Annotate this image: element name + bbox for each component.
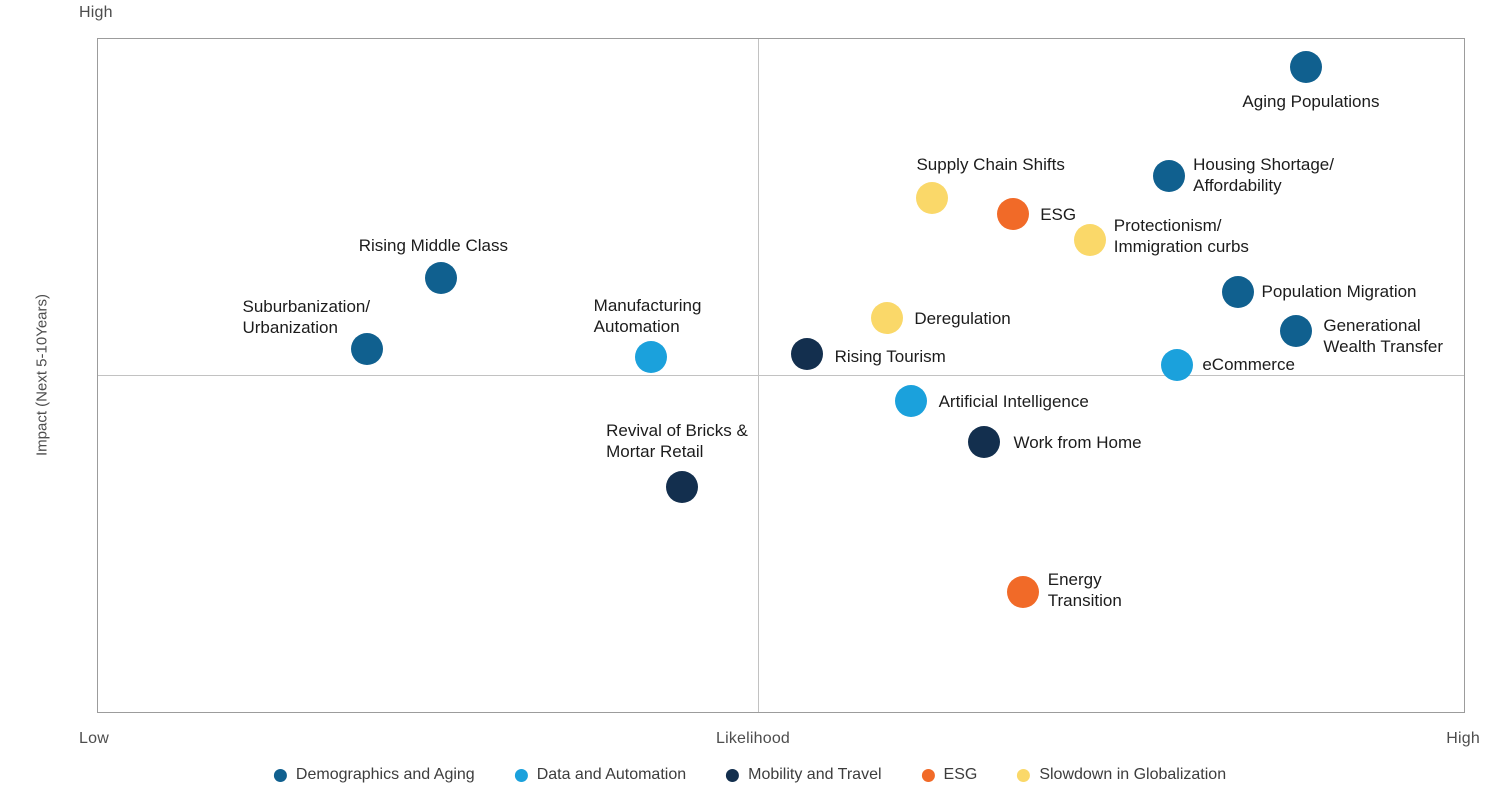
data-point-label: Artificial Intelligence	[938, 391, 1089, 411]
legend-item: ESG	[921, 766, 978, 784]
data-point-dot	[1221, 276, 1254, 309]
legend-dot-icon	[921, 768, 935, 782]
x-axis-low-label: Low	[79, 730, 109, 747]
points-layer: Aging Populations Housing Shortage/Afford…	[98, 39, 1464, 712]
data-point-dot	[634, 340, 667, 373]
data-point-label: Manufacturing Automation	[593, 295, 702, 336]
data-point-dot	[894, 384, 927, 417]
data-point-label: ESG	[1040, 204, 1077, 224]
data-point-dot	[1153, 160, 1186, 193]
legend-item-label: ESG	[943, 766, 978, 783]
legend-item-label: Demographics and Aging	[295, 766, 475, 783]
data-point-dot	[351, 332, 384, 365]
data-point-dot	[871, 301, 904, 334]
data-point-label: Energy Transition	[1047, 569, 1122, 610]
data-point-label: Protectionism/Immigration curbs	[1113, 216, 1249, 257]
legend-item: Demographics and Aging	[273, 766, 475, 784]
legend-item: Mobility and Travel	[726, 766, 882, 784]
data-point-label: Revival of Bricks & Mortar Retail	[606, 421, 748, 462]
legend-dot-icon	[1017, 768, 1031, 782]
data-point-label: Population Migration	[1261, 282, 1417, 302]
data-point-dot	[790, 338, 823, 371]
legend-dot-icon	[273, 768, 287, 782]
data-point-dot	[997, 197, 1030, 230]
plot-area: Aging Populations Housing Shortage/Afford…	[97, 38, 1465, 713]
data-point-label: Generational Wealth Transfer	[1323, 316, 1444, 357]
data-point-label: Work from Home	[1013, 432, 1142, 452]
data-point-label: Suburbanization/Urbanization	[242, 296, 371, 337]
legend-dot-icon	[514, 768, 528, 782]
legend-dot-icon	[726, 768, 740, 782]
legend-item: Data and Automation	[514, 766, 687, 784]
legend: Demographics and Aging Data and Automatio…	[273, 766, 1226, 784]
data-point-dot	[1006, 575, 1039, 608]
data-point-label: Deregulation	[914, 308, 1011, 328]
data-point-dot	[916, 182, 949, 215]
y-axis-high-label: High	[79, 4, 113, 21]
y-axis-title: Impact (Next 5-10Years)	[33, 293, 51, 457]
legend-item-label: Slowdown in Globalization	[1039, 766, 1227, 783]
data-point-label: Housing Shortage/Affordability	[1193, 155, 1334, 196]
data-point-dot	[1161, 349, 1194, 382]
data-point-label: Aging Populations	[1242, 91, 1380, 111]
legend-item: Slowdown in Globalization	[1017, 766, 1226, 784]
data-point-dot	[666, 471, 699, 504]
data-point-label: Rising Tourism	[834, 347, 946, 367]
data-point-label: Supply Chain Shifts	[916, 155, 1065, 175]
legend-item-label: Mobility and Travel	[748, 766, 882, 783]
data-point-dot	[968, 425, 1001, 458]
legend-item-label: Data and Automation	[536, 766, 687, 783]
x-axis-title: Likelihood	[715, 730, 791, 747]
data-point-dot	[425, 261, 458, 294]
data-point-label: eCommerce	[1202, 355, 1295, 375]
x-axis-high-label: High	[1446, 730, 1480, 747]
data-point-label: Rising Middle Class	[358, 235, 508, 255]
quadrant-divider-horizontal	[98, 375, 1464, 376]
data-point-dot	[1073, 224, 1106, 257]
data-point-dot	[1289, 50, 1322, 83]
data-point-dot	[1280, 315, 1313, 348]
